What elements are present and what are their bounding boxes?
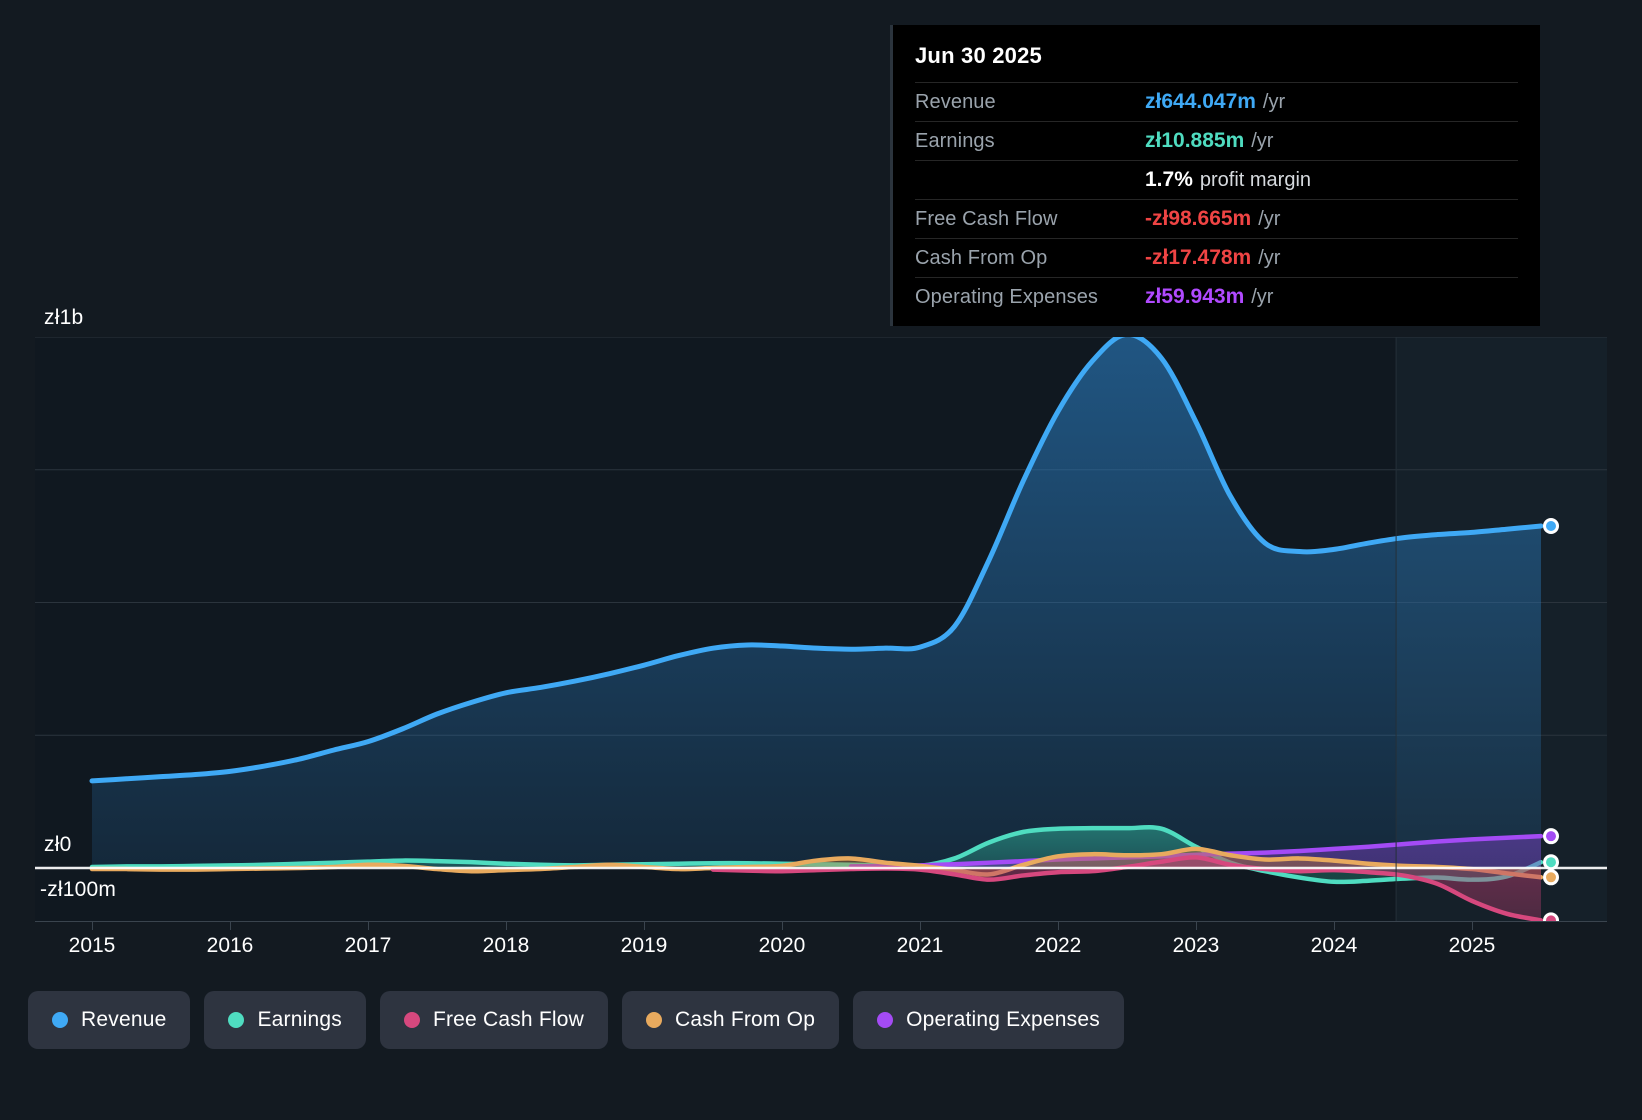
tooltip-row-unit: /yr <box>1251 130 1274 152</box>
x-axis-label: 2021 <box>896 934 944 957</box>
series-area-earnings <box>92 827 1541 882</box>
legend-item-earnings[interactable]: Earnings <box>204 991 366 1049</box>
chart-legend: Revenue Earnings Free Cash Flow Cash From O… <box>28 991 1124 1049</box>
endpoint-marker-revenue <box>1546 521 1556 532</box>
x-axis: 2015 2016 2017 2018 2019 2020 2021 2022 2023 2024… <box>0 921 1642 967</box>
tooltip-row: Operating Expenses zł59.943m/yr <box>915 277 1518 316</box>
tooltip-date: Jun 30 2025 <box>915 43 1042 68</box>
legend-item-label: Cash From Op <box>674 1008 816 1031</box>
x-axis-label: 2025 <box>1448 934 1496 957</box>
tooltip-row-value-group: 1.7% profit margin <box>1145 168 1311 192</box>
legend-item-label: Free Cash Flow <box>432 1008 584 1031</box>
legend-color-dot-icon <box>877 1012 894 1028</box>
tooltip-row: Earnings zł10.885m/yr <box>915 121 1518 160</box>
tooltip-row-value-group: -zł17.478m/yr <box>1145 246 1280 270</box>
x-axis-label: 2020 <box>758 934 806 957</box>
legend-item-cash-from-op[interactable]: Cash From Op <box>621 991 840 1049</box>
endpoint-marker-operating-expenses <box>1546 831 1556 842</box>
tooltip-row-value: zł59.943m <box>1145 285 1245 308</box>
tooltip-row-value-group: -zł98.665m/yr <box>1145 207 1280 231</box>
tooltip-row-value: 1.7% <box>1145 168 1193 191</box>
legend-item-label: Operating Expenses <box>906 1008 1100 1031</box>
legend-color-dot-icon <box>403 1012 420 1028</box>
y-axis-label-zero: zł0 <box>44 833 72 856</box>
x-axis-tick <box>644 921 645 930</box>
tooltip-rows: Revenue zł644.047m/yr Earnings zł10.885m/yr… <box>915 82 1518 316</box>
tooltip-row-value: -zł98.665m <box>1145 207 1252 230</box>
series-line-revenue <box>89 337 1544 784</box>
chart-plot-area <box>35 337 1607 921</box>
legend-item-operating-expenses[interactable]: Operating Expenses <box>853 991 1124 1049</box>
x-axis-label: 2024 <box>1310 934 1358 957</box>
tooltip-row-label: Operating Expenses <box>915 286 1099 308</box>
tooltip-row-label: Earnings <box>915 130 995 152</box>
data-tooltip: Jun 30 2025 Revenue zł644.047m/yr Earnings… <box>890 25 1540 326</box>
tooltip-row-unit: /yr <box>1262 91 1286 113</box>
y-axis-label-bottom: -zł100m <box>40 878 117 901</box>
tooltip-row-unit: /yr <box>1258 247 1281 269</box>
tooltip-row: Free Cash Flow -zł98.665m/yr <box>915 199 1518 238</box>
x-axis-tick <box>1472 921 1473 930</box>
x-axis-label: 2019 <box>620 934 668 957</box>
x-axis-line <box>35 921 1607 922</box>
tooltip-row-unit: /yr <box>1258 208 1281 230</box>
tooltip-row-value: zł644.047m <box>1145 90 1256 113</box>
x-axis-label: 2023 <box>1172 934 1220 957</box>
tooltip-row: Revenue zł644.047m/yr <box>915 82 1518 121</box>
y-axis-label-top: zł1b <box>44 306 84 329</box>
endpoint-marker-cash-from-op <box>1546 872 1556 883</box>
x-axis-label: 2015 <box>68 934 116 957</box>
tooltip-row-label: Cash From Op <box>915 247 1048 269</box>
tooltip-row-unit: /yr <box>1251 286 1274 308</box>
tooltip-row-value: -zł17.478m <box>1145 246 1252 269</box>
x-axis-label: 2018 <box>482 934 530 957</box>
x-axis-label: 2017 <box>344 934 392 957</box>
endpoint-marker-free-cash-flow <box>1546 915 1556 921</box>
tooltip-row-subtext: profit margin <box>1199 169 1312 191</box>
tooltip-row-value-group: zł644.047m/yr <box>1145 90 1285 114</box>
x-axis-tick <box>920 921 921 930</box>
x-axis-label: 2016 <box>206 934 254 957</box>
x-axis-tick <box>1058 921 1059 930</box>
legend-item-revenue[interactable]: Revenue <box>28 991 191 1049</box>
x-axis-label: 2022 <box>1034 934 1082 957</box>
legend-color-dot-icon <box>228 1012 245 1028</box>
tooltip-row-value-group: zł10.885m/yr <box>1145 129 1273 153</box>
financial-area-chart <box>35 337 1607 921</box>
x-axis-tick <box>230 921 231 930</box>
x-axis-tick <box>506 921 507 930</box>
tooltip-row: 1.7% profit margin <box>915 160 1518 199</box>
x-axis-tick <box>368 921 369 930</box>
x-axis-tick <box>92 921 93 930</box>
legend-item-label: Revenue <box>81 1008 167 1031</box>
series-area-revenue <box>92 337 1541 868</box>
x-axis-tick <box>782 921 783 930</box>
x-axis-tick <box>1196 921 1197 930</box>
tooltip-row-label: Free Cash Flow <box>915 208 1058 230</box>
series-area-operating-expenses <box>851 836 1541 868</box>
endpoint-marker-earnings <box>1546 857 1556 868</box>
legend-color-dot-icon <box>52 1012 68 1028</box>
x-axis-tick <box>1334 921 1335 930</box>
tooltip-row-label: Revenue <box>915 91 996 113</box>
tooltip-row: Cash From Op -zł17.478m/yr <box>915 238 1518 277</box>
legend-color-dot-icon <box>645 1012 662 1028</box>
tooltip-row-value: zł10.885m <box>1145 129 1245 152</box>
legend-item-label: Earnings <box>257 1008 342 1031</box>
legend-item-free-cash-flow[interactable]: Free Cash Flow <box>379 991 608 1049</box>
tooltip-row-value-group: zł59.943m/yr <box>1145 285 1273 309</box>
